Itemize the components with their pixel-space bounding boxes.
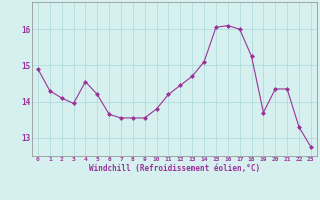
X-axis label: Windchill (Refroidissement éolien,°C): Windchill (Refroidissement éolien,°C) (89, 164, 260, 173)
